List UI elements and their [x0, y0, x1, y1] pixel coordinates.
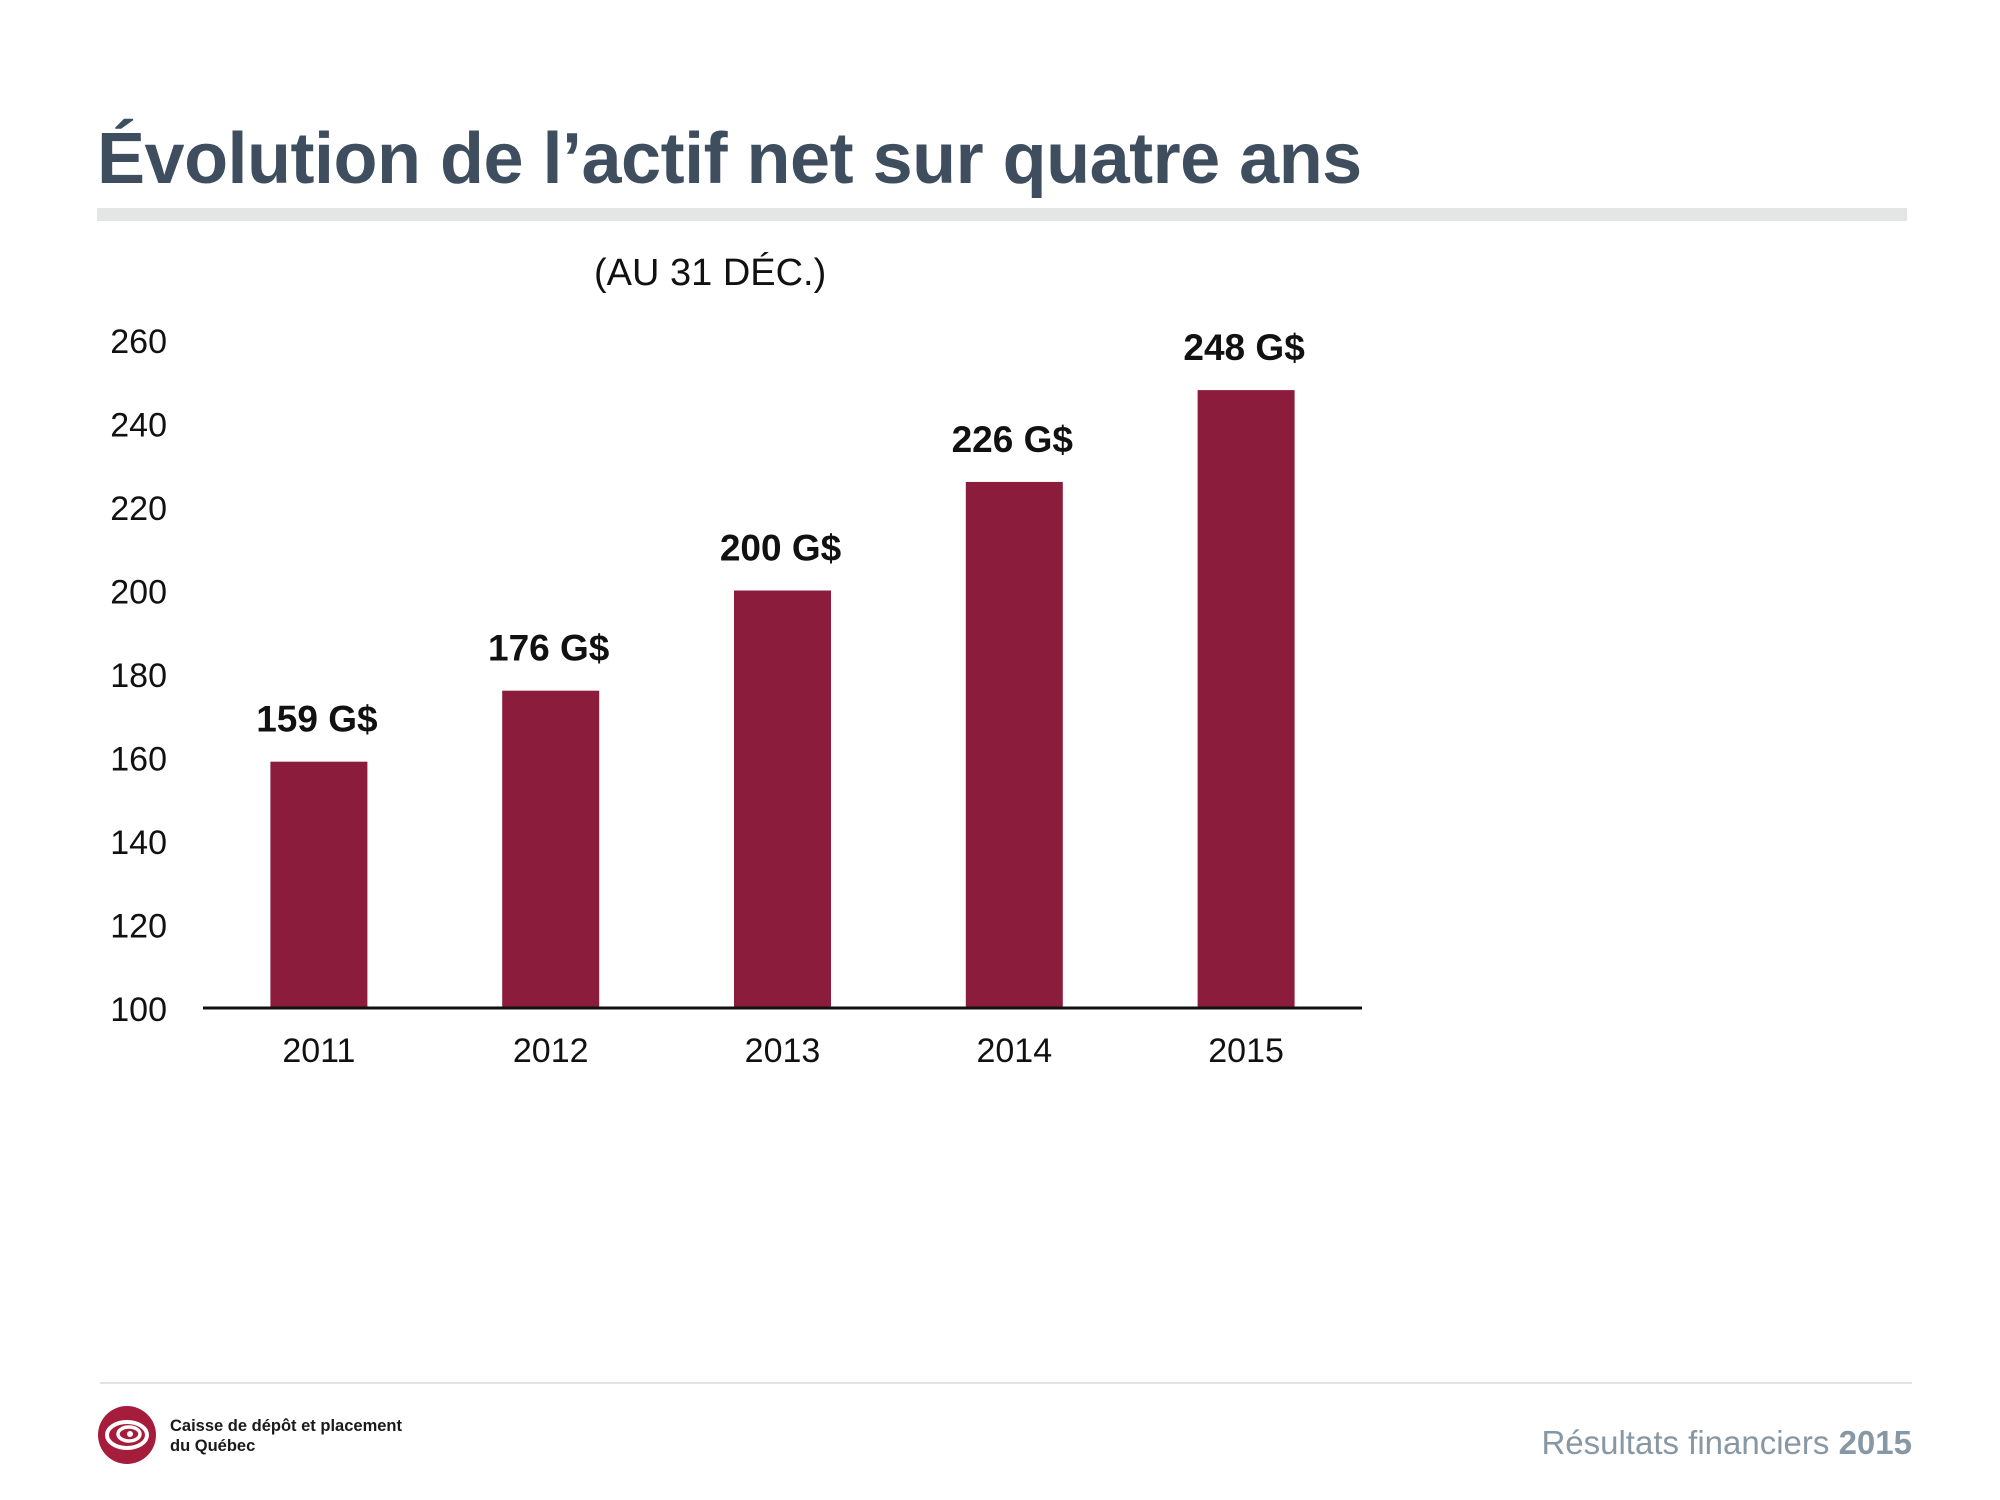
organization-name-line1: Caisse de dépôt et placement — [170, 1417, 402, 1435]
bar — [270, 761, 368, 1008]
bar-chart: 100 120 140 160 180 200 220 240 260 159 G$ 2011 176… — [110, 323, 1362, 1070]
organization-name: Caisse de dépôt et placement du Québec — [170, 1416, 402, 1456]
report-label: Résultats financiers — [1541, 1424, 1830, 1461]
x-tick-label: 2013 — [745, 1032, 821, 1070]
y-tick-label: 120 — [110, 908, 167, 946]
bar — [502, 690, 600, 1008]
footer-divider — [100, 1382, 1912, 1384]
chart-subtitle: (AU 31 DÉC.) — [594, 252, 827, 294]
y-tick-label: 220 — [110, 490, 167, 528]
y-tick-label: 240 — [110, 407, 167, 445]
bar-data-label: 159 G$ — [256, 699, 378, 740]
x-tick-label: 2011 — [282, 1032, 355, 1070]
title-divider — [97, 208, 1907, 221]
y-tick-label: 160 — [110, 741, 167, 779]
x-tick-label: 2015 — [1208, 1032, 1284, 1070]
slide-title: Évolution de l’actif net sur quatre ans — [97, 119, 1362, 199]
bar — [1197, 390, 1295, 1009]
x-tick-label: 2014 — [976, 1032, 1052, 1070]
bar-data-label: 200 G$ — [720, 528, 842, 569]
y-tick-label: 180 — [110, 657, 167, 695]
bar-data-label: 176 G$ — [488, 628, 610, 669]
organization-name-line2: du Québec — [170, 1437, 256, 1455]
report-year: 2015 — [1838, 1424, 1912, 1461]
report-title: Résultats financiers 2015 — [1541, 1424, 1912, 1462]
bar-data-label: 248 G$ — [1183, 327, 1305, 368]
y-tick-label: 140 — [110, 824, 167, 862]
y-tick-label: 200 — [110, 574, 167, 612]
x-tick-label: 2012 — [513, 1032, 589, 1070]
bar — [965, 481, 1063, 1008]
y-tick-label: 100 — [110, 991, 167, 1029]
cdpq-logo-icon — [98, 1406, 156, 1464]
y-tick-label: 260 — [110, 323, 167, 361]
bar-data-label: 226 G$ — [952, 419, 1074, 460]
bar — [734, 590, 831, 1008]
